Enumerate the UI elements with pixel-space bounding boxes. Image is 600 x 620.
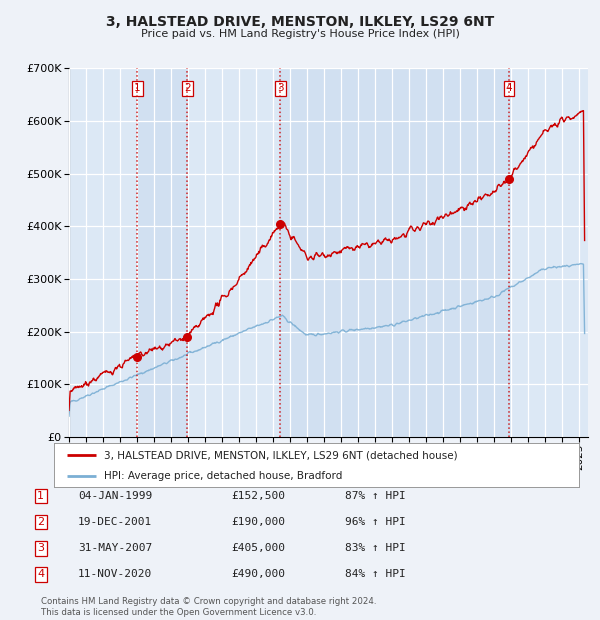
Text: 2: 2 xyxy=(37,517,44,527)
Text: £405,000: £405,000 xyxy=(231,543,285,553)
Text: 83% ↑ HPI: 83% ↑ HPI xyxy=(345,543,406,553)
Text: 11-NOV-2020: 11-NOV-2020 xyxy=(78,569,152,579)
Text: HPI: Average price, detached house, Bradford: HPI: Average price, detached house, Brad… xyxy=(104,471,342,481)
Text: £190,000: £190,000 xyxy=(231,517,285,527)
Text: 4: 4 xyxy=(37,569,44,579)
Text: 31-MAY-2007: 31-MAY-2007 xyxy=(78,543,152,553)
Text: 19-DEC-2001: 19-DEC-2001 xyxy=(78,517,152,527)
Bar xyxy=(137,68,187,437)
Text: 4: 4 xyxy=(506,84,512,94)
Text: 3, HALSTEAD DRIVE, MENSTON, ILKLEY, LS29 6NT (detached house): 3, HALSTEAD DRIVE, MENSTON, ILKLEY, LS29… xyxy=(104,451,458,461)
Text: 3, HALSTEAD DRIVE, MENSTON, ILKLEY, LS29 6NT: 3, HALSTEAD DRIVE, MENSTON, ILKLEY, LS29… xyxy=(106,16,494,30)
Text: Price paid vs. HM Land Registry's House Price Index (HPI): Price paid vs. HM Land Registry's House … xyxy=(140,29,460,39)
Bar xyxy=(280,68,509,437)
Text: £152,500: £152,500 xyxy=(231,491,285,501)
Text: Contains HM Land Registry data © Crown copyright and database right 2024.
This d: Contains HM Land Registry data © Crown c… xyxy=(41,598,376,617)
Text: 1: 1 xyxy=(37,491,44,501)
Text: 2: 2 xyxy=(184,84,191,94)
Text: 87% ↑ HPI: 87% ↑ HPI xyxy=(345,491,406,501)
Text: £490,000: £490,000 xyxy=(231,569,285,579)
Text: 1: 1 xyxy=(134,84,140,94)
Text: 96% ↑ HPI: 96% ↑ HPI xyxy=(345,517,406,527)
Text: 84% ↑ HPI: 84% ↑ HPI xyxy=(345,569,406,579)
Text: 3: 3 xyxy=(37,543,44,553)
Text: 3: 3 xyxy=(277,84,283,94)
Text: 04-JAN-1999: 04-JAN-1999 xyxy=(78,491,152,501)
